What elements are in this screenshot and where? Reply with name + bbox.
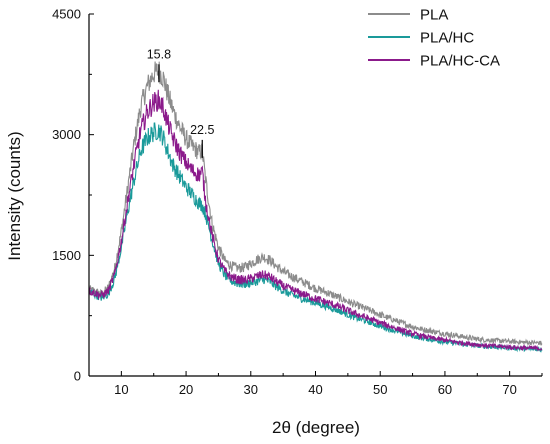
- ticks: 10 20 30 40 50 60 70 0 1500 3000 4500: [52, 7, 543, 397]
- x-tick-label: 50: [373, 382, 387, 397]
- legend: PLA PLA/HC PLA/HC-CA: [368, 7, 500, 70]
- legend-label: PLA/HC: [420, 30, 474, 47]
- x-tick-label: 60: [438, 382, 452, 397]
- series-line-2: [88, 122, 543, 353]
- y-tick-label: 3000: [52, 127, 81, 142]
- series-line-3: [88, 89, 543, 352]
- x-tick-label: 20: [179, 382, 193, 397]
- legend-label: PLA/HC-CA: [420, 53, 500, 70]
- x-tick-label: 30: [244, 382, 258, 397]
- annotations: 15.8 22.5: [147, 47, 214, 158]
- peak-label: 15.8: [147, 47, 171, 61]
- x-tick-label: 40: [308, 382, 322, 397]
- x-axis-title: 2θ (degree): [272, 418, 360, 437]
- y-axis-title: Intensity (counts): [5, 131, 24, 260]
- y-tick-label: 1500: [52, 248, 81, 263]
- y-tick-label: 0: [74, 369, 81, 384]
- legend-label: PLA: [420, 7, 448, 24]
- peak-label: 22.5: [190, 123, 214, 137]
- x-tick-label: 70: [502, 382, 516, 397]
- y-tick-label: 4500: [52, 7, 81, 22]
- series-line-1: [88, 61, 543, 347]
- x-tick-label: 10: [114, 382, 128, 397]
- series-lines: [88, 61, 543, 353]
